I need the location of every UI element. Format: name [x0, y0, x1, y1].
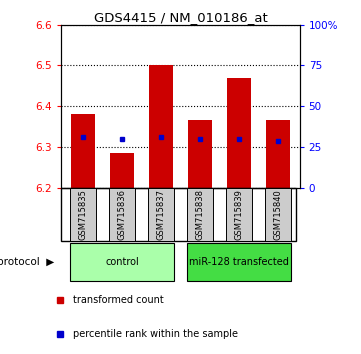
- Text: GSM715837: GSM715837: [156, 189, 165, 240]
- Bar: [227, 78, 251, 188]
- Bar: [70, 243, 174, 281]
- Text: GSM715838: GSM715838: [196, 189, 205, 240]
- Bar: [110, 153, 134, 188]
- Text: transformed count: transformed count: [74, 295, 164, 305]
- Bar: [265, 188, 291, 241]
- Text: percentile rank within the sample: percentile rank within the sample: [74, 329, 239, 339]
- Bar: [148, 188, 174, 241]
- Text: GSM715836: GSM715836: [117, 189, 126, 240]
- Title: GDS4415 / NM_010186_at: GDS4415 / NM_010186_at: [93, 11, 268, 24]
- Bar: [149, 65, 173, 188]
- Text: GSM715840: GSM715840: [274, 189, 283, 240]
- Text: protocol  ▶: protocol ▶: [0, 257, 54, 267]
- Text: GSM715839: GSM715839: [235, 189, 244, 240]
- Bar: [226, 188, 252, 241]
- Bar: [188, 120, 212, 188]
- Bar: [266, 120, 290, 188]
- Text: control: control: [105, 257, 139, 267]
- Bar: [187, 243, 291, 281]
- Text: miR-128 transfected: miR-128 transfected: [189, 257, 289, 267]
- Bar: [187, 188, 213, 241]
- Text: GSM715835: GSM715835: [78, 189, 87, 240]
- Bar: [70, 188, 96, 241]
- Bar: [71, 114, 95, 188]
- Bar: [109, 188, 135, 241]
